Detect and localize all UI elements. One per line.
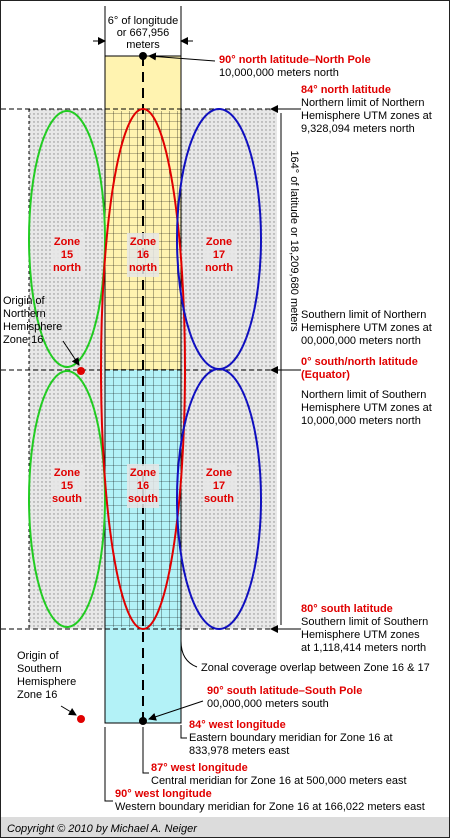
svg-text:90° south latitude–South Pole: 90° south latitude–South Pole: [207, 685, 362, 697]
svg-text:Zone 16: Zone 16: [3, 334, 43, 346]
svg-text:Northern limit of Northern: Northern limit of Northern: [301, 97, 425, 109]
svg-text:84° west longitude: 84° west longitude: [189, 719, 286, 731]
svg-text:833,978 meters east: 833,978 meters east: [189, 745, 289, 757]
zone15-south-ellipse: [28, 370, 106, 628]
svg-text:10,000,000 meters north: 10,000,000 meters north: [219, 67, 339, 79]
origin-north-label: Origin of Northern Hemisphere Zone 16: [3, 295, 62, 346]
w87-pointer: [142, 727, 149, 774]
svg-text:Origin of: Origin of: [17, 650, 60, 662]
north-pole-marker: [139, 52, 147, 60]
zone-17-north-label: Zone 17 north: [203, 233, 235, 277]
svg-text:north: north: [53, 262, 81, 274]
svg-text:Hemisphere: Hemisphere: [3, 321, 62, 333]
svg-text:0° south/north latitude: 0° south/north latitude: [301, 356, 418, 368]
svg-text:Hemisphere: Hemisphere: [17, 676, 76, 688]
width-label-2: or 667,956: [117, 27, 170, 39]
svg-text:north: north: [205, 262, 233, 274]
south-pole-marker: [139, 717, 147, 725]
south-limit-nh-annotation: Southern limit of Northern Hemisphere UT…: [301, 309, 432, 347]
w90-annotation: 90° west longitude Western boundary meri…: [115, 788, 425, 813]
north-limit-sh-annotation: Northern limit of Southern Hemisphere UT…: [301, 389, 432, 427]
svg-text:Origin of: Origin of: [3, 295, 46, 307]
zone16-ellipse: [100, 108, 186, 630]
svg-text:Hemisphere UTM zones: Hemisphere UTM zones: [301, 629, 420, 641]
svg-text:south: south: [52, 493, 82, 505]
south-pole-annotation: 90° south latitude–South Pole 00,000,000…: [207, 685, 362, 710]
origin-south-marker: [77, 715, 85, 723]
north-pole-annotation: 90° north latitude–North Pole 10,000,000…: [219, 54, 371, 79]
svg-text:at 1,118,414 meters north: at 1,118,414 meters north: [301, 642, 426, 654]
svg-text:south: south: [204, 493, 234, 505]
height-label: 164° of latitude or 18,209,680 meters: [288, 150, 300, 332]
svg-text:Zone: Zone: [206, 236, 232, 248]
origin-north-pointer: [62, 340, 80, 366]
w84-pointer: [180, 725, 187, 739]
svg-text:(Equator): (Equator): [301, 369, 350, 381]
svg-text:Southern limit of Southern: Southern limit of Southern: [301, 616, 428, 628]
svg-text:17: 17: [213, 480, 225, 492]
origin-south-pointer: [60, 705, 77, 716]
equator-annotation: 0° south/north latitude (Equator): [301, 356, 418, 381]
width-label-3: meters: [126, 39, 160, 51]
width-label-1: 6° of longitude: [108, 15, 178, 27]
svg-text:00,000,000 meters north: 00,000,000 meters north: [301, 335, 421, 347]
overlap-annotation: Zonal coverage overlap between Zone 16 &…: [201, 662, 430, 674]
zone-17-south-label: Zone 17 south: [203, 464, 235, 508]
svg-text:84° north latitude: 84° north latitude: [301, 84, 391, 96]
zone15-north-ellipse: [28, 110, 106, 368]
w90-pointer: [104, 727, 113, 802]
svg-text:17: 17: [213, 249, 225, 261]
lat84-annotation: 84° north latitude Northern limit of Nor…: [301, 84, 432, 135]
svg-text:16: 16: [137, 480, 149, 492]
svg-text:Eastern boundary meridian for: Eastern boundary meridian for Zone 16 at: [189, 732, 393, 744]
svg-text:15: 15: [61, 480, 73, 492]
svg-text:Hemisphere UTM zones at: Hemisphere UTM zones at: [301, 322, 432, 334]
zone-16-south-label: Zone 16 south: [127, 464, 159, 508]
svg-text:Hemisphere UTM zones at: Hemisphere UTM zones at: [301, 402, 432, 414]
svg-text:Zone: Zone: [130, 236, 156, 248]
footer-bar: [1, 817, 449, 837]
zone-15-south-label: Zone 15 south: [51, 464, 83, 508]
svg-text:south: south: [128, 493, 158, 505]
svg-text:Zone: Zone: [54, 467, 80, 479]
svg-text:Zone 16: Zone 16: [17, 689, 57, 701]
svg-text:north: north: [129, 262, 157, 274]
svg-text:Southern: Southern: [17, 663, 62, 675]
svg-text:16: 16: [137, 249, 149, 261]
svg-text:Central meridian for Zone 16 a: Central meridian for Zone 16 at 500,000 …: [151, 775, 407, 787]
svg-text:Northern: Northern: [3, 308, 46, 320]
w87-annotation: 87° west longitude Central meridian for …: [151, 762, 407, 787]
svg-text:Southern limit of Northern: Southern limit of Northern: [301, 309, 426, 321]
lat80-annotation: 80° south latitude Southern limit of Sou…: [301, 603, 428, 654]
svg-text:00,000,000 meters south: 00,000,000 meters south: [207, 698, 329, 710]
svg-text:15: 15: [61, 249, 73, 261]
svg-text:Northern limit of Southern: Northern limit of Southern: [301, 389, 426, 401]
svg-text:87° west longitude: 87° west longitude: [151, 762, 248, 774]
svg-text:Hemisphere UTM zones at: Hemisphere UTM zones at: [301, 110, 432, 122]
svg-text:90° west longitude: 90° west longitude: [115, 788, 212, 800]
svg-text:9,328,094 meters north: 9,328,094 meters north: [301, 123, 415, 135]
svg-text:Zone: Zone: [206, 467, 232, 479]
svg-text:Zone: Zone: [130, 467, 156, 479]
w84-annotation: 84° west longitude Eastern boundary meri…: [189, 719, 393, 757]
svg-text:Western boundary meridian for: Western boundary meridian for Zone 16 at…: [115, 801, 425, 813]
svg-text:80° south latitude: 80° south latitude: [301, 603, 393, 615]
zone-15-north-label: Zone 15 north: [51, 233, 83, 277]
north-pole-pointer: [148, 52, 216, 62]
zone17-south-ellipse: [176, 368, 262, 630]
svg-text:90° north latitude–North Pole: 90° north latitude–North Pole: [219, 54, 371, 66]
origin-north-marker: [77, 367, 85, 375]
svg-text:10,000,000 meters north: 10,000,000 meters north: [301, 415, 421, 427]
svg-text:Zone: Zone: [54, 236, 80, 248]
south-pole-pointer: [148, 700, 204, 721]
zone-16-north-label: Zone 16 north: [127, 233, 159, 277]
copyright: Copyright © 2010 by Michael A. Neiger: [7, 823, 198, 835]
origin-south-label: Origin of Southern Hemisphere Zone 16: [17, 650, 76, 701]
overlap-pointer: [180, 640, 198, 668]
